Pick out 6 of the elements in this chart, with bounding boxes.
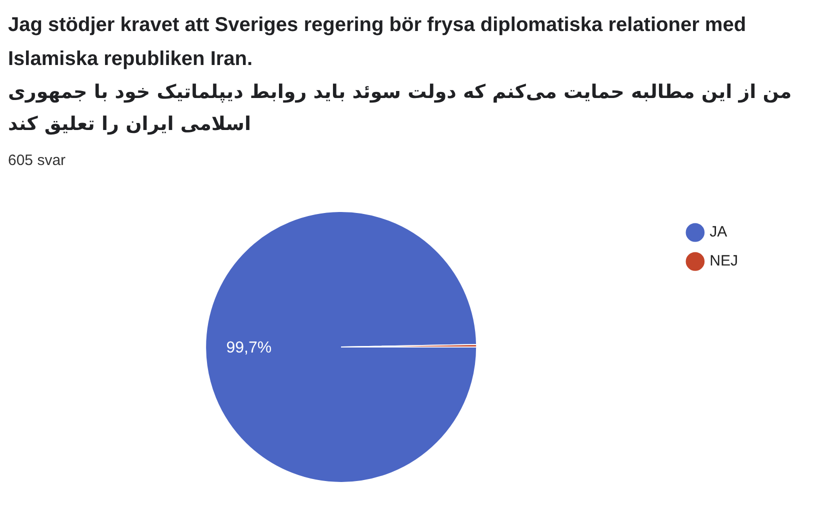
legend-label: NEJ [710,252,738,270]
text: 605 svar [8,152,67,169]
chart-title: Jag stödjer kravet att Sveriges regering bör frysa diplomatiska relationer med Islamiska republiken Iran. [8,13,748,72]
legend-label: JA [710,224,728,241]
chart-subtitle: من از این مطالبه حمایت می‌کنم که دولت سوئد باید روابط دیپلماتیک خود با جمهوری اسلامی ایران را تعلیق کند [8,80,793,137]
data-label: 99,7% [226,339,272,356]
